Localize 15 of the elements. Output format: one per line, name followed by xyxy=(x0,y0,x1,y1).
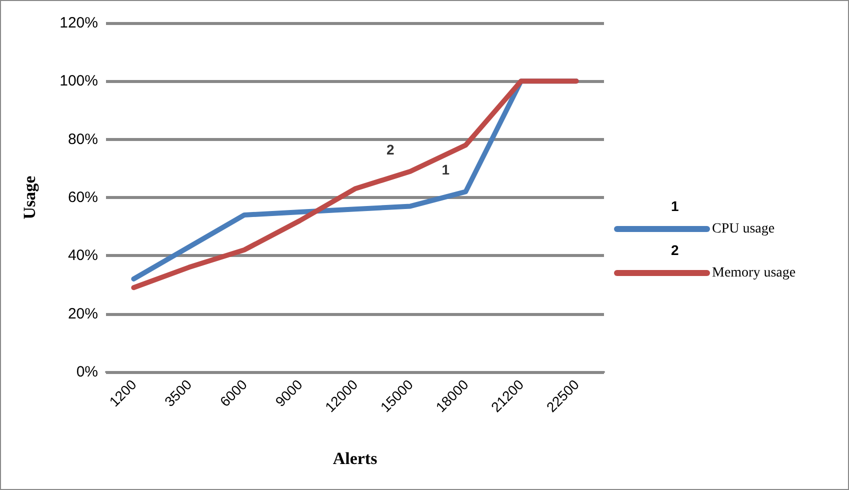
y-tick-label: 0% xyxy=(76,364,98,380)
y-tick-label: 80% xyxy=(68,130,98,148)
text: 1 xyxy=(671,198,679,214)
y-tick-label: 60% xyxy=(68,189,98,206)
y-tick-label: 20% xyxy=(68,305,98,322)
y-tick-label: 40% xyxy=(68,247,98,264)
y-tick-label: 100% xyxy=(60,72,98,90)
text: CPU usage xyxy=(712,222,775,236)
annotation: 2 xyxy=(386,141,394,158)
x-axis-title: Alerts xyxy=(332,449,378,468)
text: 2 xyxy=(671,242,679,258)
text: Memory usage xyxy=(712,266,796,280)
y-tick-label: 120% xyxy=(60,14,98,32)
annotation: 1 xyxy=(442,162,450,178)
y-axis-title: Usage xyxy=(20,175,39,220)
